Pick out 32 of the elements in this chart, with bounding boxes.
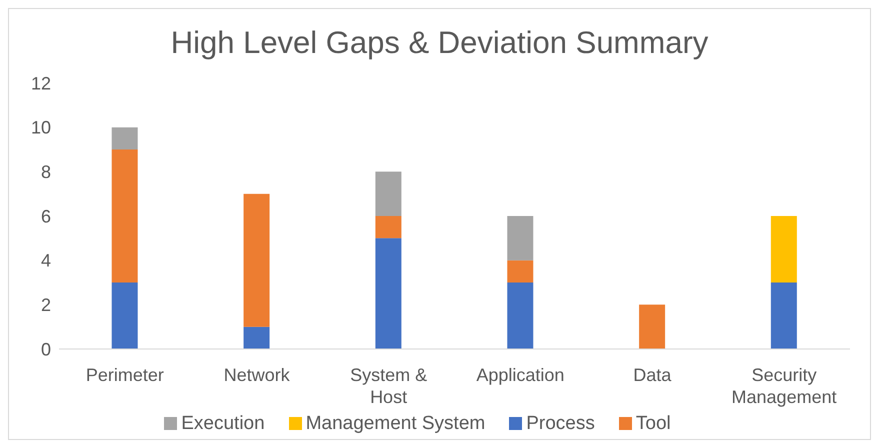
bar (507, 282, 534, 349)
bar (375, 216, 402, 238)
bar (244, 326, 270, 349)
bar (639, 304, 666, 349)
x-tick-label: Data (633, 365, 672, 385)
legend-label: Execution (181, 413, 265, 434)
bar (507, 260, 534, 282)
y-tick-label: 0 (40, 339, 51, 360)
bar (507, 216, 534, 260)
bar (112, 150, 138, 282)
chart-title: High Level Gaps & Deviation Summary (170, 24, 710, 62)
y-tick-label: 4 (40, 250, 51, 271)
bar (244, 194, 270, 327)
bar (375, 172, 402, 216)
bar (112, 282, 138, 349)
legend-label: Management System (306, 413, 486, 434)
legend-label: Tool (636, 413, 671, 434)
x-tick-label: Network (224, 365, 291, 385)
y-tick-label: 12 (30, 73, 51, 94)
legend-label: Process (526, 413, 595, 434)
bar (112, 127, 138, 150)
y-tick-label: 2 (40, 295, 51, 316)
y-tick-label: 6 (40, 206, 51, 226)
x-tick-label: Security Management (732, 365, 837, 407)
bar (375, 238, 402, 349)
x-tick-label: Application (476, 365, 564, 385)
bar (770, 282, 797, 349)
y-tick-label: 8 (40, 162, 51, 182)
bar (770, 216, 797, 282)
x-tick-label: System & Host (350, 365, 428, 407)
y-tick-label: 10 (30, 118, 51, 138)
x-tick-label: Perimeter (86, 365, 164, 385)
